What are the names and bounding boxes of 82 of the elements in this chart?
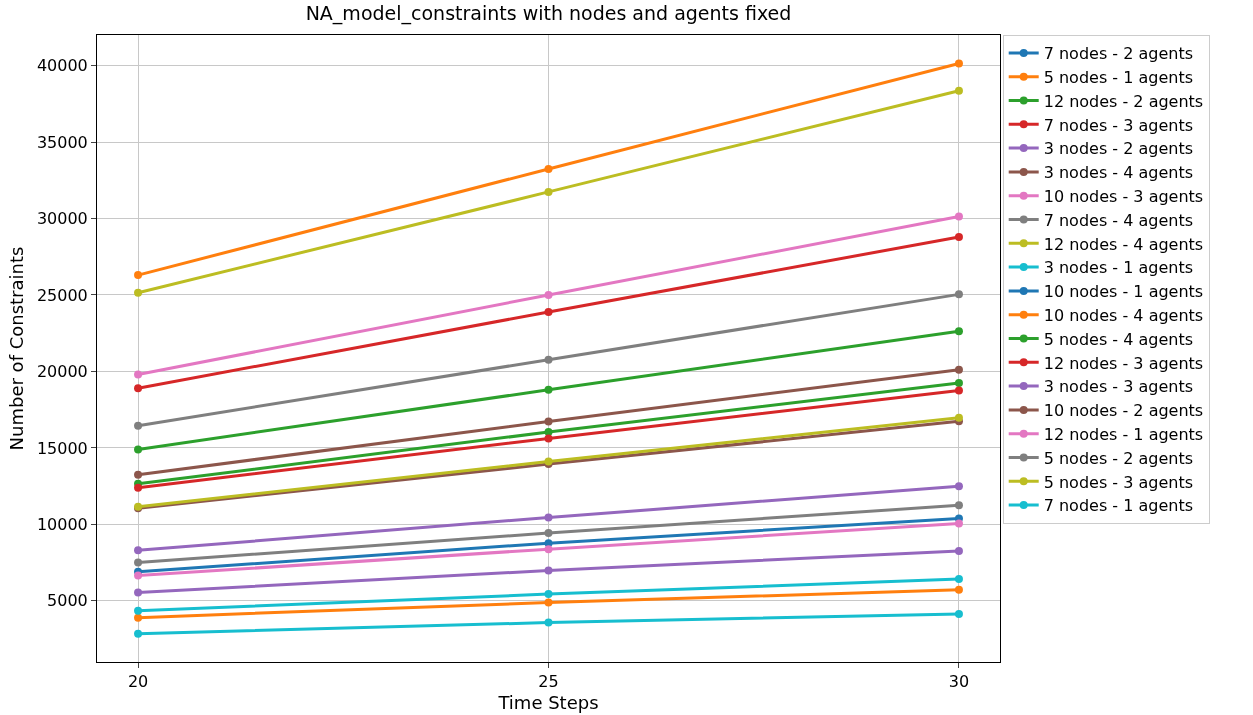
- legend-label: 10 nodes - 4 agents: [1043, 305, 1204, 325]
- legend-label: 7 nodes - 2 agents: [1043, 44, 1194, 64]
- legend-label: 3 nodes - 2 agents: [1043, 139, 1194, 159]
- point: [134, 483, 143, 492]
- x-tick-label: 25: [538, 672, 559, 692]
- point: [544, 529, 553, 538]
- point: [544, 355, 553, 364]
- legend-label: 12 nodes - 3 agents: [1043, 353, 1204, 373]
- y-tick-label: 35000: [36, 132, 88, 152]
- y-tick-label: 20000: [36, 362, 88, 382]
- y-tick-label: 10000: [36, 514, 88, 534]
- point: [134, 421, 143, 430]
- point: [134, 271, 143, 280]
- chart-title: NA_model_constraints with nodes and agents fixed: [305, 2, 792, 26]
- point: [954, 233, 963, 242]
- legend-label: 12 nodes - 2 agents: [1043, 91, 1204, 111]
- point: [134, 613, 143, 622]
- point: [134, 558, 143, 567]
- point: [954, 585, 963, 594]
- legend-label: 12 nodes - 4 agents: [1043, 234, 1204, 254]
- point: [544, 290, 553, 299]
- y-tick-label: 5000: [47, 591, 88, 611]
- legend-label: 12 nodes - 1 agents: [1043, 424, 1204, 444]
- point: [954, 574, 963, 583]
- point: [544, 566, 553, 575]
- legend-label: 3 nodes - 3 agents: [1043, 377, 1194, 397]
- point: [544, 307, 553, 316]
- legend-label: 10 nodes - 1 agents: [1043, 282, 1204, 302]
- point: [954, 59, 963, 68]
- legend-label: 5 nodes - 2 agents: [1043, 448, 1194, 468]
- point: [544, 385, 553, 394]
- legend-label: 7 nodes - 3 agents: [1043, 115, 1194, 135]
- point: [954, 327, 963, 336]
- point: [134, 606, 143, 615]
- point: [134, 445, 143, 454]
- y-tick-label: 40000: [36, 56, 88, 76]
- point: [134, 370, 143, 379]
- y-tick-label: 25000: [36, 285, 88, 305]
- point: [544, 164, 553, 173]
- point: [954, 212, 963, 221]
- point: [544, 513, 553, 522]
- point: [134, 470, 143, 479]
- point: [544, 434, 553, 443]
- point: [954, 290, 963, 299]
- point: [544, 187, 553, 196]
- legend-label: 10 nodes - 3 agents: [1043, 186, 1204, 206]
- point: [134, 546, 143, 555]
- legend-label: 5 nodes - 3 agents: [1043, 472, 1194, 492]
- point: [954, 378, 963, 387]
- point: [544, 417, 553, 426]
- y-tick-label: 30000: [36, 209, 88, 229]
- point: [134, 288, 143, 297]
- point: [954, 546, 963, 555]
- legend-label: 3 nodes - 1 agents: [1043, 258, 1194, 278]
- point: [544, 590, 553, 599]
- point: [134, 588, 143, 597]
- x-axis-title: Time Steps: [497, 692, 599, 714]
- y-tick-label: 15000: [36, 438, 88, 458]
- legend-label: 5 nodes - 4 agents: [1043, 329, 1194, 349]
- point: [954, 482, 963, 491]
- point: [544, 618, 553, 627]
- legend-label: 7 nodes - 4 agents: [1043, 210, 1194, 230]
- point: [134, 384, 143, 393]
- legend-label: 10 nodes - 2 agents: [1043, 401, 1204, 421]
- point: [954, 519, 963, 528]
- point: [544, 428, 553, 436]
- legend-label: 7 nodes - 1 agents: [1043, 496, 1194, 516]
- point: [954, 413, 963, 422]
- point: [134, 629, 143, 638]
- point: [544, 545, 553, 554]
- point: [954, 386, 963, 395]
- point: [954, 609, 963, 618]
- point: [544, 598, 553, 607]
- x-tick-label: 30: [948, 672, 970, 692]
- point: [954, 86, 963, 95]
- x-tick-label: 20: [127, 672, 149, 692]
- point: [134, 571, 143, 580]
- y-axis-title: Number of Constraints: [6, 246, 28, 451]
- point: [954, 501, 963, 510]
- legend-label: 3 nodes - 4 agents: [1043, 163, 1194, 183]
- point: [954, 365, 963, 374]
- legend-label: 5 nodes - 1 agents: [1043, 67, 1194, 87]
